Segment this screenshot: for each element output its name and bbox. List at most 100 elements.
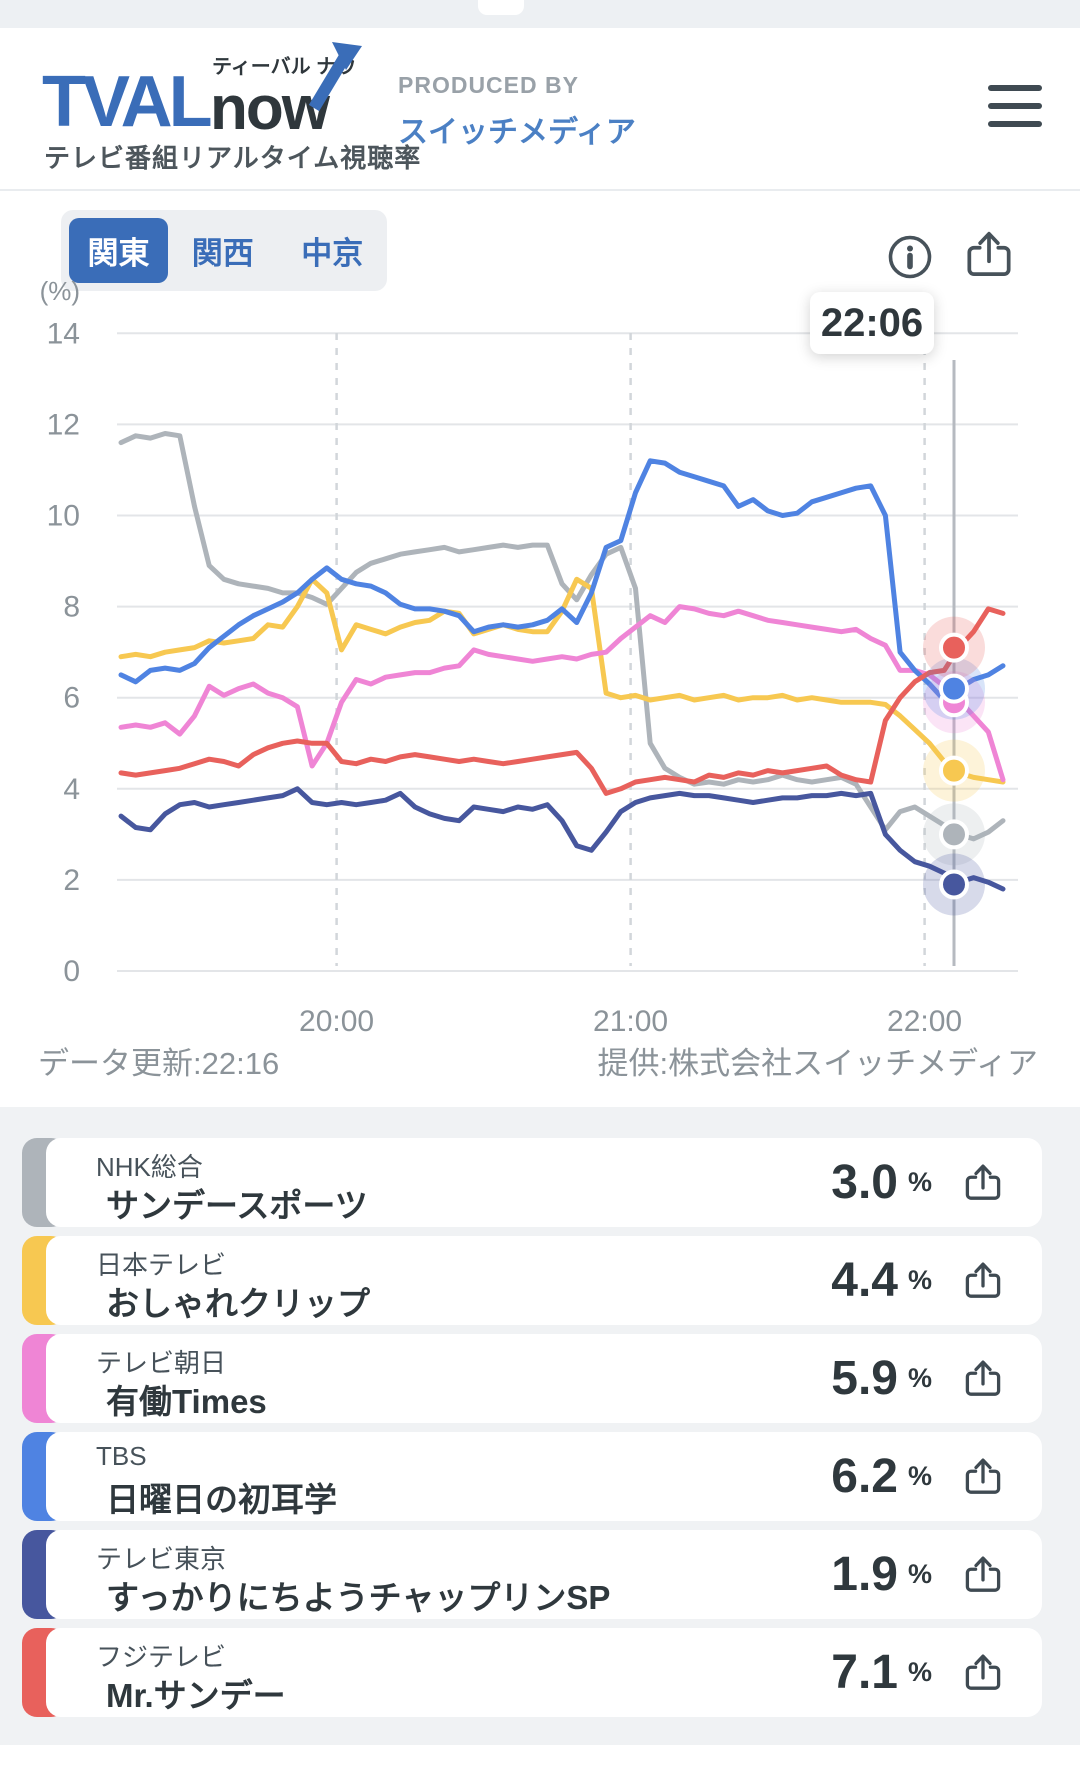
row-share-button[interactable] (960, 1258, 1006, 1304)
header-divider (0, 189, 1080, 191)
program-card: 日本テレビおしゃれクリップ 4.4% (46, 1236, 1042, 1325)
series-line-テレビ朝日 (118, 604, 1006, 783)
tab-関西[interactable]: 関西 (168, 210, 278, 291)
cursor-time-tooltip: 22:06 (810, 292, 934, 354)
rating-unit: % (907, 1265, 932, 1295)
rating-unit: % (907, 1559, 932, 1589)
row-share-button[interactable] (960, 1552, 1006, 1598)
marker-dot-テレビ東京 (939, 869, 969, 900)
rating-value: 1.9 (831, 1548, 898, 1601)
program-row-TBS[interactable]: TBS 日曜日の初耳学 6.2% (0, 1432, 1080, 1521)
rating-value: 6.2 (831, 1450, 898, 1503)
channel-name: フジテレビ (96, 1642, 227, 1672)
share-icon (965, 1556, 1001, 1592)
app-logo: TVAL ティーバル ナウ now テレビ番組リアルタイム視聴率 (42, 42, 420, 173)
share-icon[interactable] (960, 226, 1018, 284)
row-share-button[interactable] (960, 1356, 1006, 1402)
data-updated-label: データ更新:22:16 (38, 1046, 280, 1081)
y-tick-label: 8 (63, 591, 80, 624)
program-title: Mr.サンデー (106, 1677, 286, 1714)
logo-now-text: now (210, 74, 330, 143)
y-tick-label: 0 (63, 955, 80, 988)
program-card: フジテレビ Mr.サンデー 7.1% (46, 1628, 1042, 1717)
rating-block: 1.9% (831, 1530, 1006, 1619)
program-row-NHK総合[interactable]: NHK総合サンデースポーツ 3.0% (0, 1138, 1080, 1227)
marker-dot-TBS (939, 673, 969, 704)
rating-unit: % (907, 1461, 932, 1491)
rating-unit: % (907, 1363, 932, 1393)
series-line-NHK総合 (118, 431, 1006, 842)
share-icon (965, 1458, 1001, 1494)
series-line-テレビ東京 (118, 786, 1006, 892)
logo-tval-text: TVAL (42, 62, 213, 142)
rating-block: 6.2% (831, 1432, 1006, 1521)
menu-hamburger-icon[interactable] (988, 84, 1042, 128)
y-tick-label: 10 (47, 500, 80, 533)
rating-block: 4.4% (831, 1236, 1006, 1325)
channel-name: テレビ朝日 (96, 1348, 227, 1378)
logo-subtitle: テレビ番組リアルタイム視聴率 (44, 143, 422, 173)
rating-value: 4.4 (831, 1254, 898, 1307)
status-strip (0, 0, 1080, 28)
rating-unit: % (907, 1657, 932, 1687)
produced-by-block: PRODUCED BY スイッチメディア (398, 72, 636, 151)
share-icon (965, 1262, 1001, 1298)
chart-canvas[interactable]: 0 2 4 6 8 10 12 14 (%) 20:00 21:00 22:00 (0, 0, 1080, 1080)
rating-unit: % (907, 1167, 932, 1197)
row-share-button[interactable] (960, 1454, 1006, 1500)
program-list: NHK総合 サンデースポーツ 3.0% 日本テレビ おしゃれクリップ 4.4% テレビ朝日有… (0, 1107, 1080, 1745)
program-title: 有働Times (106, 1383, 267, 1420)
series-line-TBS (118, 458, 1006, 703)
share-icon (965, 1360, 1001, 1396)
program-title: 日曜日の初耳学 (106, 1481, 337, 1518)
program-title: すっかりにちようチャップリンSP (106, 1579, 611, 1616)
program-card: テレビ朝日有働Times 5.9% (46, 1334, 1042, 1423)
info-icon[interactable] (886, 233, 934, 281)
series-line-フジテレビ (118, 606, 1006, 796)
marker-dot-日本テレビ (939, 755, 969, 786)
rating-value: 7.1 (831, 1646, 898, 1699)
rating-value: 5.9 (831, 1352, 898, 1405)
rating-block: 7.1% (831, 1628, 1006, 1717)
x-tick-label: 20:00 (299, 1005, 374, 1038)
y-tick-label: 4 (63, 773, 80, 806)
channel-name: テレビ東京 (96, 1544, 227, 1574)
produced-by-label: PRODUCED BY (398, 72, 579, 98)
channel-name: NHK総合 (96, 1152, 203, 1182)
marker-dot-NHK総合 (939, 819, 969, 850)
rating-block: 3.0% (831, 1138, 1006, 1227)
rating-block: 5.9% (831, 1334, 1006, 1423)
channel-name: TBS (96, 1441, 147, 1471)
program-row-フジテレビ[interactable]: フジテレビ Mr.サンデー 7.1% (0, 1628, 1080, 1717)
tab-関東[interactable]: 関東 (69, 218, 168, 283)
tab-中京[interactable]: 中京 (278, 210, 388, 291)
share-icon (965, 1654, 1001, 1690)
program-row-テレビ東京[interactable]: テレビ東京すっかりにちようチャップリンSP 1.9% (0, 1530, 1080, 1619)
x-tick-label: 21:00 (593, 1005, 668, 1038)
y-axis-unit: (%) (40, 276, 80, 306)
logo-ruby-text: ティーバル ナウ (212, 56, 357, 78)
region-tab-group: 関東 関西 中京 (61, 210, 387, 291)
trend-arrow-icon (308, 42, 362, 112)
y-tick-label: 14 (47, 317, 80, 350)
y-tick-label: 6 (63, 682, 80, 715)
marker-dot-フジテレビ (939, 632, 969, 663)
program-title: おしゃれクリップ (106, 1285, 370, 1322)
program-card: テレビ東京すっかりにちようチャップリンSP 1.9% (46, 1530, 1042, 1619)
provider-label: 提供:株式会社スイッチメディア (597, 1046, 1038, 1081)
share-icon (965, 1164, 1001, 1200)
y-tick-label: 12 (47, 408, 80, 441)
producer-name[interactable]: スイッチメディア (398, 116, 636, 149)
program-card: NHK総合サンデースポーツ 3.0% (46, 1138, 1042, 1227)
program-card: TBS 日曜日の初耳学 6.2% (46, 1432, 1042, 1521)
channel-name: 日本テレビ (96, 1250, 227, 1280)
rating-value: 3.0 (831, 1156, 898, 1209)
program-title: サンデースポーツ (106, 1187, 368, 1224)
notch-pill (478, 0, 524, 15)
program-row-日本テレビ[interactable]: 日本テレビおしゃれクリップ 4.4% (0, 1236, 1080, 1325)
row-share-button[interactable] (960, 1160, 1006, 1206)
row-share-button[interactable] (960, 1650, 1006, 1696)
y-tick-label: 2 (63, 864, 80, 897)
program-row-テレビ朝日[interactable]: テレビ朝日有働Times 5.9% (0, 1334, 1080, 1423)
